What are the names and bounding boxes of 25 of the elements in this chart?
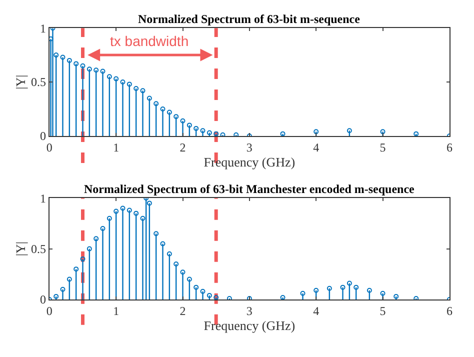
x-tick-label: 4 (313, 140, 320, 154)
y-tick-label: 0 (40, 129, 46, 144)
y-tick-label: 0 (40, 292, 46, 307)
x-tick-label: 3 (246, 140, 252, 154)
x-tick-label: 3 (246, 304, 252, 318)
x-tick-label: 1 (113, 140, 120, 154)
x-tick-label: 6 (446, 304, 452, 318)
x-tick-label: 4 (313, 304, 320, 318)
x-axis-title: Frequency (GHz) (204, 154, 296, 170)
y-tick-label: 1 (40, 191, 46, 206)
x-tick-label: 2 (180, 304, 186, 318)
x-axis-title: Frequency (GHz) (204, 318, 296, 333)
y-tick-label: 0.5 (31, 242, 46, 256)
x-tick-label: 1 (113, 304, 120, 318)
y-axis-title: |Y| (12, 242, 28, 256)
x-tick-label: 5 (380, 140, 386, 154)
chart-title: Normalized Spectrum of 63-bit m-sequence (138, 12, 361, 26)
y-tick-label: 0.5 (31, 75, 46, 90)
chart-title: Normalized Spectrum of 63-bit Manchester encoded m-sequence (84, 182, 416, 196)
x-tick-label: 2 (180, 140, 186, 154)
x-tick-label: 6 (446, 140, 452, 154)
annotation: tx bandwidth (110, 33, 189, 49)
y-axis-title: |Y| (12, 74, 28, 90)
y-tick-label: 1 (40, 21, 46, 36)
x-tick-label: 5 (380, 304, 386, 318)
